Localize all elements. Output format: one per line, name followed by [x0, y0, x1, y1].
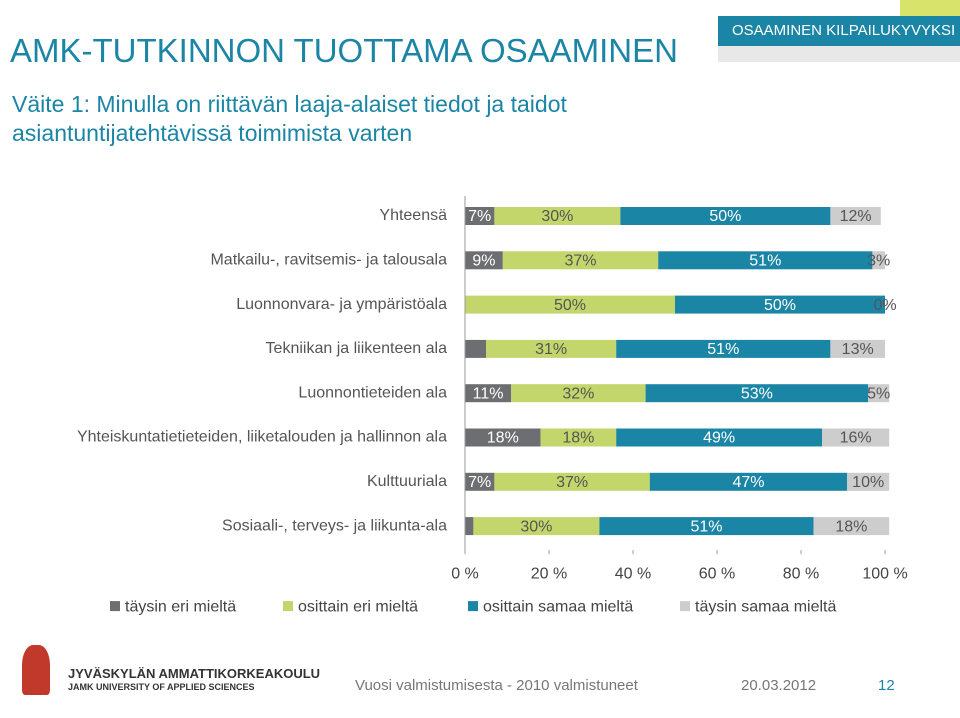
logo-name: JYVÄSKYLÄN AMMATTIKORKEAKOULU	[68, 666, 321, 681]
value-label: 5%	[867, 385, 890, 402]
bar-segment	[465, 339, 486, 358]
value-label: 18%	[835, 518, 867, 535]
value-label: 0%	[873, 297, 896, 314]
category-label: Sosiaali-, terveys- ja liikunta-ala	[222, 517, 447, 534]
value-label: 18%	[487, 430, 519, 447]
value-label: 11%	[473, 385, 504, 402]
accent	[900, 0, 960, 16]
value-label: 37%	[564, 253, 596, 270]
bar-segment	[465, 295, 675, 314]
value-label: 51%	[749, 253, 781, 270]
category-label: Matkailu-, ravitsemis- ja talousala	[210, 252, 447, 269]
banner-shade	[718, 46, 960, 62]
bar-segment	[465, 428, 541, 447]
bar-segment	[465, 517, 474, 536]
page-number: 12	[878, 677, 895, 694]
bar-segment	[486, 339, 617, 358]
legend-label: täysin samaa mieltä	[695, 598, 836, 615]
value-label: 47%	[732, 474, 764, 491]
value-label: 16%	[840, 430, 872, 447]
legend-swatch	[283, 601, 293, 612]
category-label: Kulttuuriala	[367, 473, 447, 490]
x-tick-label: 20 %	[531, 565, 567, 582]
legend-swatch	[680, 601, 690, 612]
bar-segment	[494, 472, 650, 491]
value-label: 51%	[707, 341, 739, 358]
value-label: 7%	[468, 474, 491, 491]
logo-sub: JAMK UNIVERSITY OF APPLIED SCIENCES	[68, 682, 255, 692]
legend-label: osittain samaa mieltä	[483, 598, 633, 615]
bar-segment	[616, 339, 831, 358]
value-label: 51%	[690, 518, 722, 535]
bar-segment	[822, 428, 890, 447]
bar-segment	[465, 384, 512, 403]
x-tick-label: 60 %	[699, 565, 735, 582]
footer: Vuosi valmistumisesta - 2010 valmistunee…	[355, 677, 638, 694]
value-label: 53%	[741, 385, 773, 402]
title: AMK-TUTKINNON TUOTTAMA OSAAMINEN	[10, 32, 678, 69]
bar-segment	[465, 207, 495, 225]
value-label: 37%	[556, 474, 588, 491]
x-tick-label: 0 %	[451, 565, 479, 582]
bar-segment	[847, 472, 890, 491]
bar-segment	[465, 251, 503, 270]
legend-swatch	[468, 601, 478, 612]
category-label: Tekniikan ja liikenteen ala	[266, 340, 448, 357]
bar-segment	[473, 517, 600, 536]
value-label: 10%	[852, 474, 884, 491]
x-tick-label: 100 %	[862, 565, 907, 582]
category-label: Luonnontieteiden ala	[298, 384, 447, 401]
bar-segment	[645, 384, 869, 403]
value-label: 9%	[472, 253, 495, 270]
bar-segment	[599, 517, 814, 536]
bar-segment	[675, 295, 885, 314]
value-label: 30%	[541, 208, 573, 225]
value-label: 31%	[535, 341, 567, 358]
chart: Yhteensä 7% 30% 50% 12% Matkailu-, ravitsemis…	[77, 196, 908, 615]
value-label: 50%	[764, 297, 796, 314]
bar-segment	[830, 339, 885, 358]
banner: OSAAMINEN KILPAILUKYVYKSI	[718, 16, 960, 46]
bar-segment	[502, 251, 659, 270]
value-label: 12%	[840, 208, 872, 225]
date: 20.03.2012	[741, 677, 817, 694]
bar-segment	[872, 251, 885, 270]
value-label: 50%	[709, 208, 741, 225]
value-label: 3%	[867, 253, 890, 270]
value-label: 13%	[842, 341, 874, 358]
legend-label: osittain eri mieltä	[298, 598, 418, 615]
bar-segment	[540, 428, 617, 447]
subtitle: Väite 1: Minulla on riittävän laaja-alai…	[12, 91, 567, 146]
x-tick-label: 40 %	[615, 565, 651, 582]
bar-segment	[465, 472, 495, 491]
bar-segment	[494, 207, 621, 225]
bar-segment	[616, 428, 822, 447]
bar-segment	[830, 207, 881, 225]
bar-segment	[620, 207, 831, 225]
value-label: 18%	[562, 430, 594, 447]
logo-mark	[22, 645, 50, 695]
value-label: 32%	[562, 385, 594, 402]
value-label: 30%	[520, 518, 552, 535]
bar-segment	[649, 472, 848, 491]
bar-segment	[813, 517, 890, 536]
bar-segment	[511, 384, 646, 403]
bar-segment	[658, 251, 873, 270]
category-label: Luonnonvara- ja ympäristöala	[236, 296, 447, 313]
category-label: Yhteiskuntatietieteiden, liiketalouden j…	[77, 429, 447, 446]
x-tick-label: 80 %	[783, 565, 819, 582]
value-label: 50%	[554, 297, 586, 314]
category-label: Yhteensä	[379, 207, 447, 224]
bar-segment	[868, 384, 890, 403]
value-label: 49%	[703, 430, 735, 447]
legend-swatch	[110, 601, 120, 612]
legend-label: täysin eri mieltä	[125, 598, 236, 615]
value-label: 7%	[468, 208, 491, 225]
